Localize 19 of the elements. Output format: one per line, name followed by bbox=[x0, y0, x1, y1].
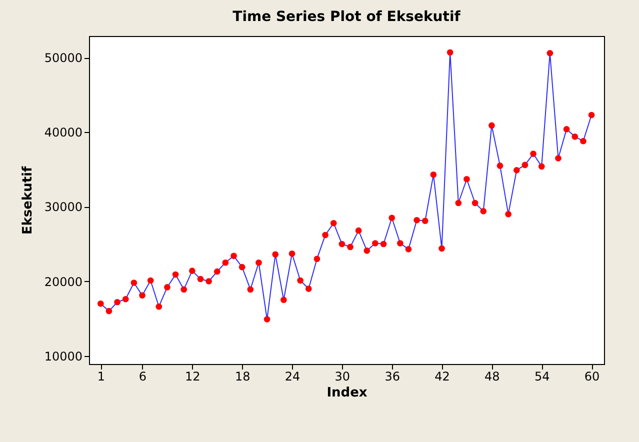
y-tick-label: 50000 bbox=[44, 51, 82, 66]
x-tick-label: 60 bbox=[584, 370, 600, 384]
x-tick-label: 36 bbox=[384, 370, 400, 384]
x-axis-title: Index bbox=[326, 386, 368, 400]
x-tick-label: 18 bbox=[234, 370, 250, 384]
x-tick-label: 30 bbox=[334, 370, 350, 384]
y-tick-label: 20000 bbox=[44, 274, 82, 289]
x-tick-label: 6 bbox=[138, 370, 147, 384]
x-tick-label: 48 bbox=[484, 370, 500, 384]
x-tick-label: 42 bbox=[434, 370, 450, 384]
x-tick-label: 12 bbox=[185, 370, 200, 384]
x-tick-label: 54 bbox=[534, 370, 550, 384]
x-tick-label: 24 bbox=[284, 370, 300, 384]
x-tick-label: 1 bbox=[97, 370, 105, 384]
y-tick-label: 40000 bbox=[44, 126, 82, 140]
y-tick-label: 30000 bbox=[44, 200, 82, 214]
y-axis-title: Eksekutif bbox=[20, 166, 36, 235]
chart-title: Time Series Plot of Eksekutif bbox=[232, 9, 462, 25]
y-tick-label: 10000 bbox=[44, 349, 82, 364]
